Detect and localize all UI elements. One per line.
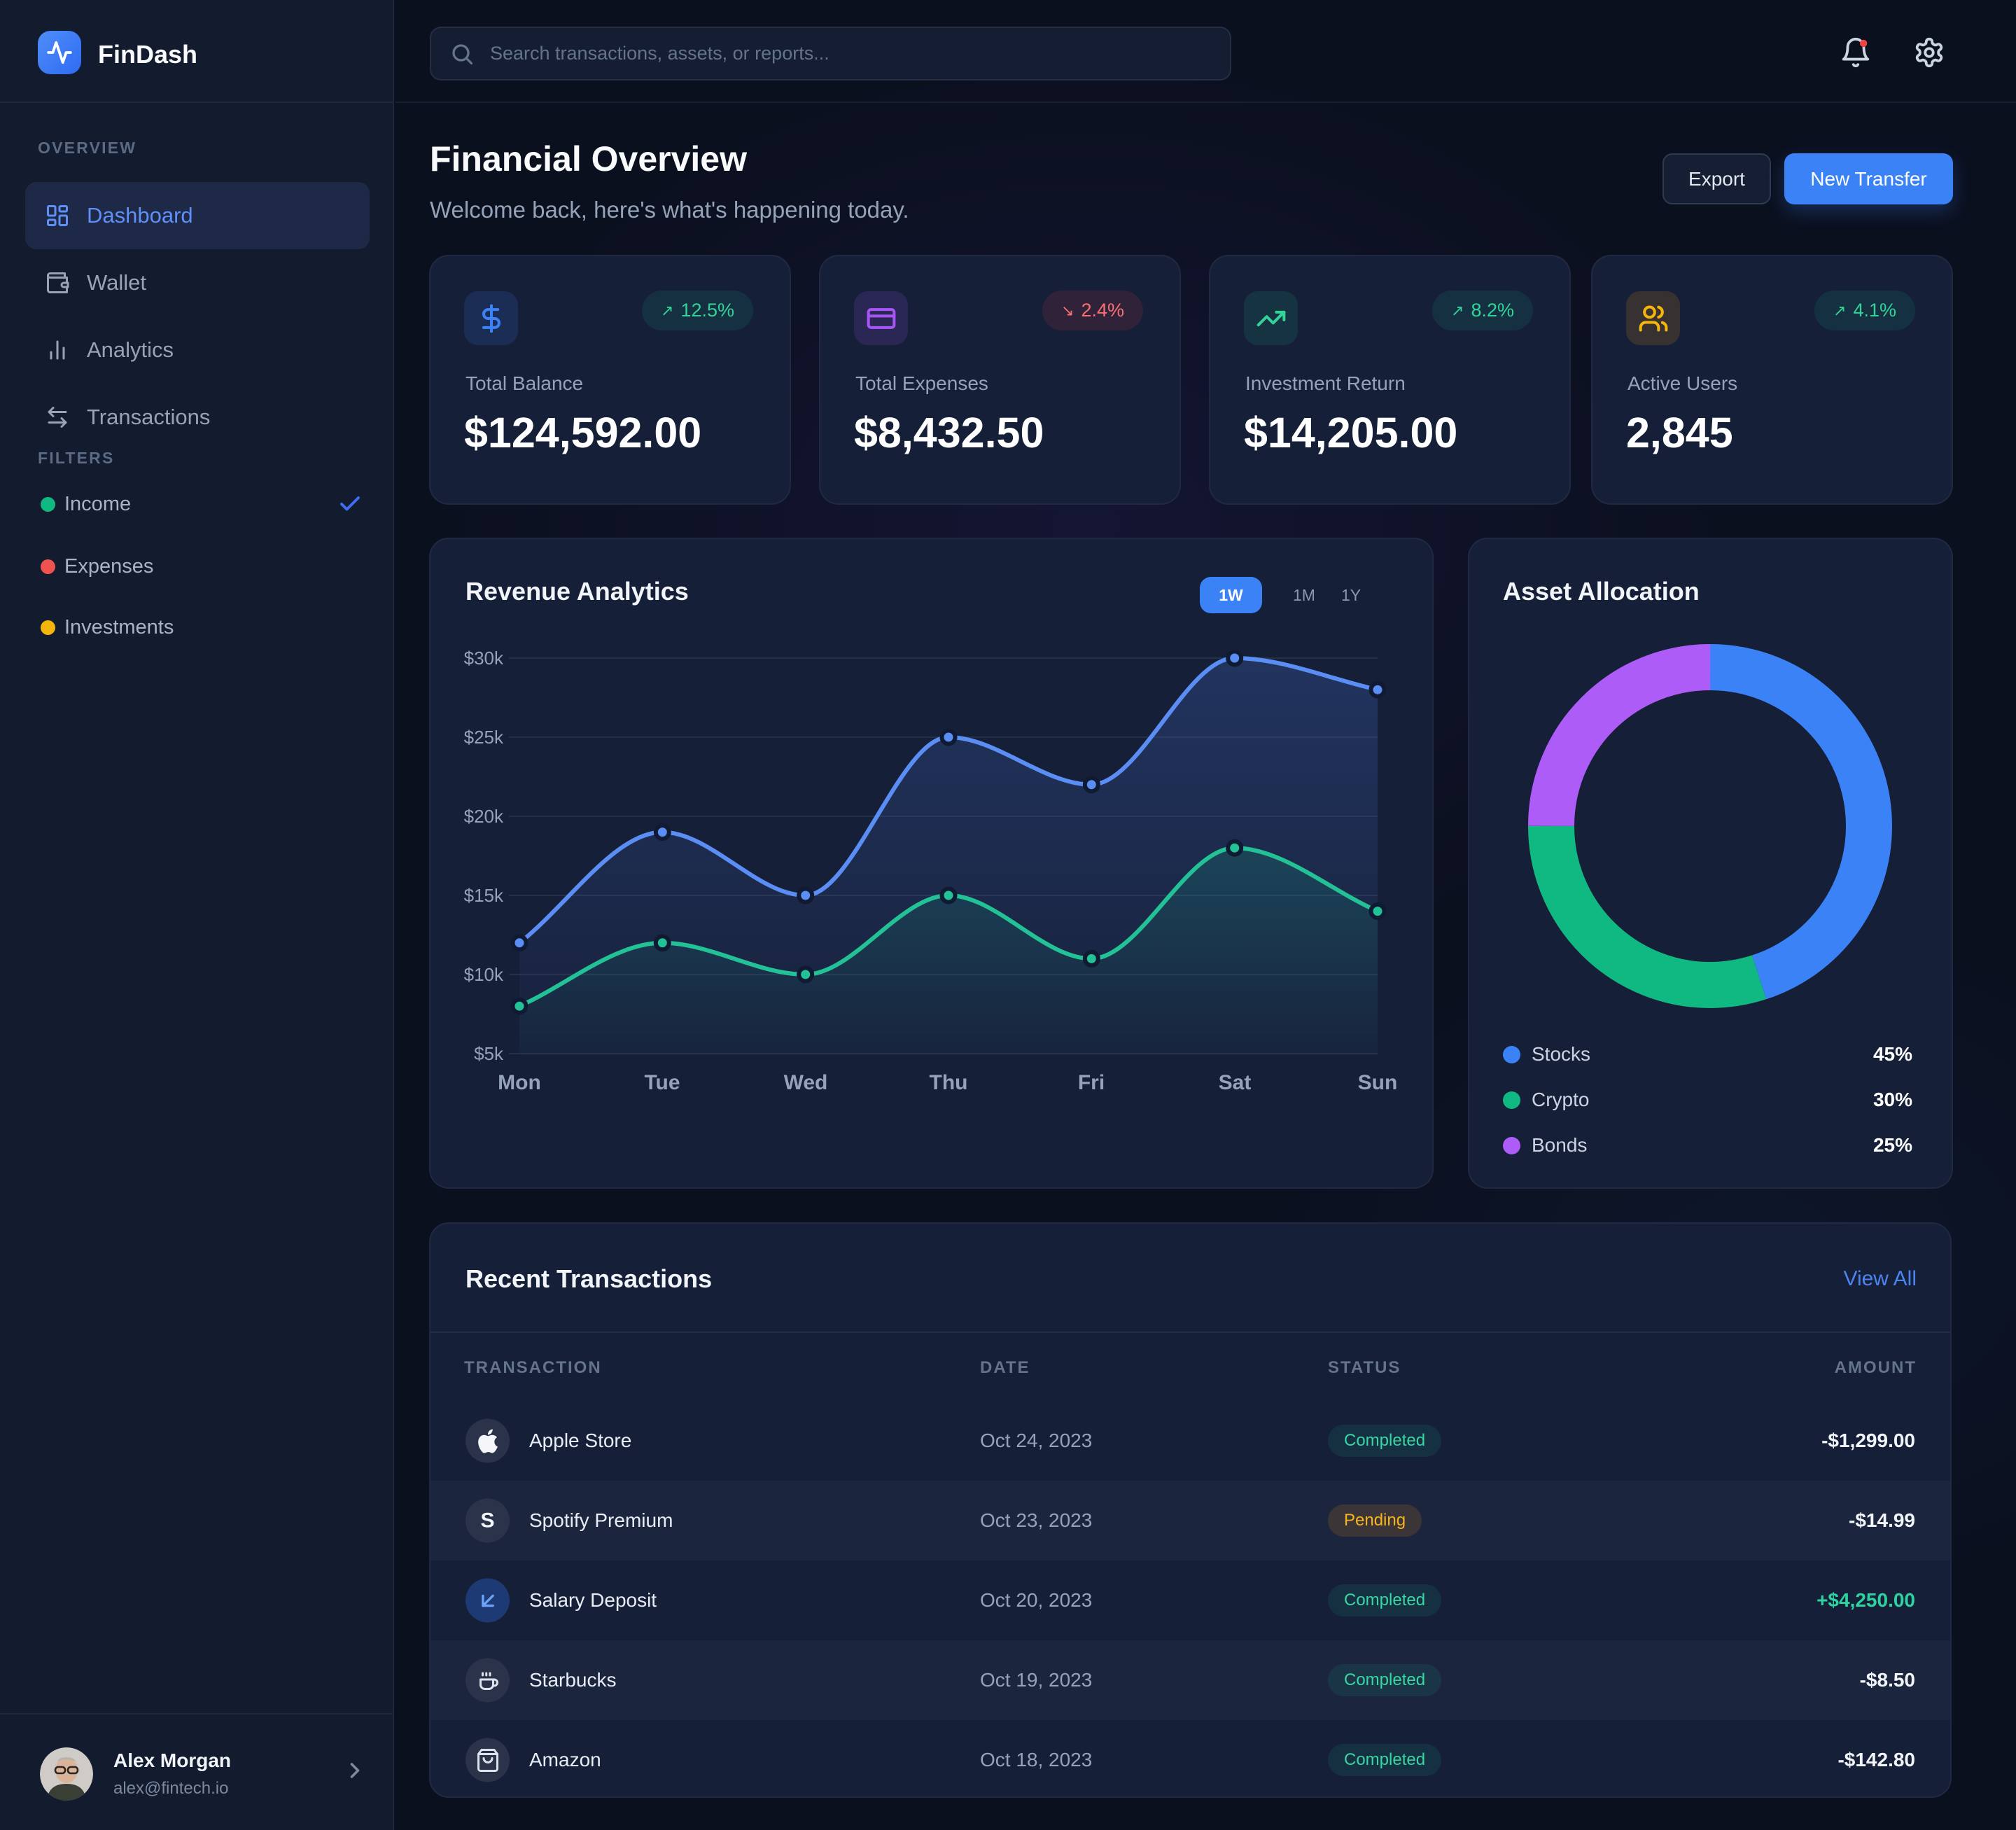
svg-text:$5k: $5k	[474, 1043, 504, 1064]
svg-text:Fri: Fri	[1078, 1071, 1105, 1094]
svg-text:$30k: $30k	[464, 648, 504, 669]
svg-text:Sat: Sat	[1219, 1071, 1252, 1094]
svg-text:Thu: Thu	[930, 1071, 968, 1094]
svg-text:Wed: Wed	[784, 1071, 828, 1094]
svg-text:Mon: Mon	[498, 1071, 541, 1094]
svg-text:Tue: Tue	[644, 1071, 680, 1094]
svg-text:$20k: $20k	[464, 806, 504, 827]
svg-text:$10k: $10k	[464, 964, 504, 985]
svg-text:$25k: $25k	[464, 727, 504, 748]
svg-text:$15k: $15k	[464, 885, 504, 906]
svg-text:Sun: Sun	[1358, 1071, 1398, 1094]
